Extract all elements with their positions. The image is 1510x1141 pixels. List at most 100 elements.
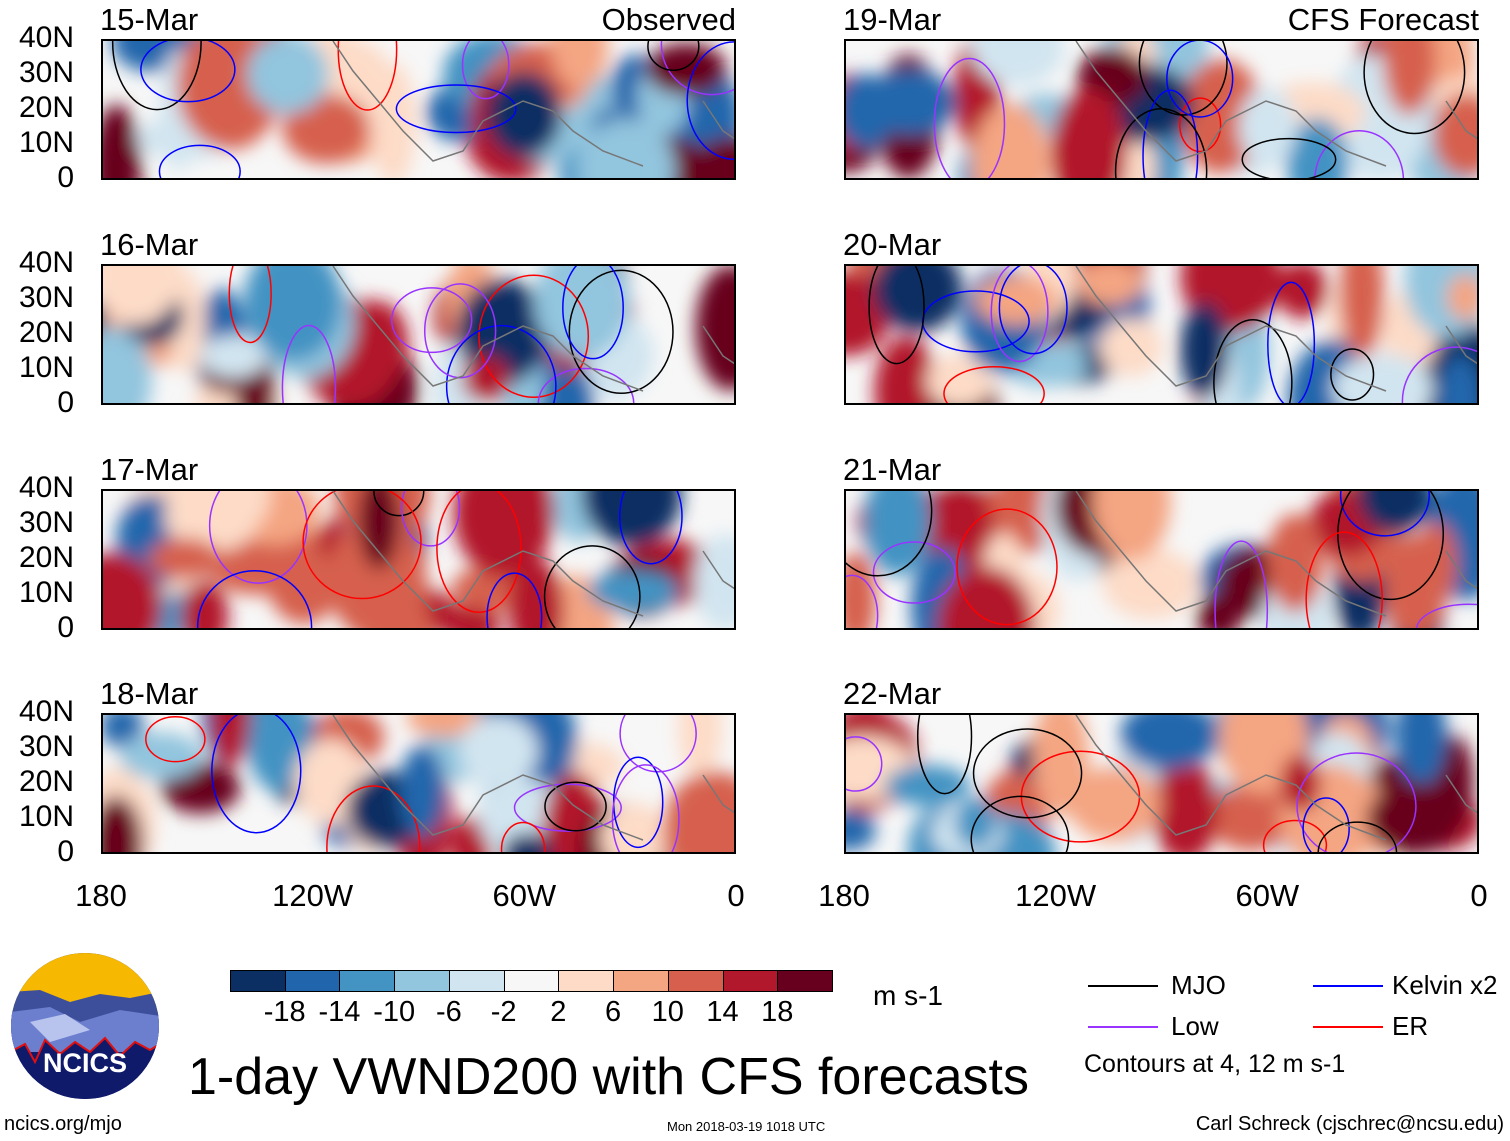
wind-anomaly-blob — [243, 266, 342, 361]
footer-url[interactable]: ncics.org/mjo — [4, 1113, 122, 1135]
filter-contour — [1142, 89, 1199, 178]
wind-anomaly-blob — [695, 266, 734, 391]
colorbar-label: -10 — [373, 996, 416, 1028]
y-tick-label: 10N — [18, 576, 74, 609]
filter-contour — [401, 491, 461, 547]
wind-anomaly-blob — [1238, 87, 1297, 166]
wind-anomaly-blob — [181, 580, 229, 628]
wind-anomaly-blob — [866, 69, 956, 136]
wind-anomaly-blob — [678, 715, 722, 780]
wind-anomaly-blob — [1120, 715, 1218, 770]
colorbar-label: -14 — [318, 996, 361, 1028]
wind-anomaly-blob — [688, 136, 734, 178]
x-tick-label: 120W — [272, 878, 354, 913]
footer-timestamp: Mon 2018-03-19 1018 UTC — [667, 1119, 826, 1134]
filter-contour — [686, 41, 734, 161]
filter-contour — [1166, 41, 1234, 118]
filter-contour — [846, 491, 933, 577]
wind-anomaly-blob — [508, 559, 564, 628]
panel-date: 18-Mar — [100, 676, 199, 711]
wind-anomaly-blob — [1339, 266, 1384, 359]
wind-anomaly-blob — [1438, 356, 1477, 403]
colorbar-swatch — [558, 970, 615, 992]
wind-anomaly-blob — [453, 491, 555, 579]
filter-contour — [395, 84, 517, 134]
filter-contour — [970, 795, 1070, 852]
wind-anomaly-blob — [581, 491, 682, 547]
filter-contour — [445, 324, 557, 403]
wind-anomaly-blob — [1446, 274, 1477, 321]
vwnd-field — [846, 491, 1477, 628]
units-label: m s-1 — [873, 980, 943, 1011]
wind-anomaly-blob — [970, 41, 1065, 86]
map-panel-16-mar — [101, 264, 736, 405]
y-tick-label: 30N — [18, 506, 74, 539]
filter-contour — [990, 266, 1049, 363]
wind-anomaly-blob — [937, 566, 1035, 628]
filter-contour — [537, 367, 635, 403]
colorbar-label: 10 — [651, 996, 684, 1028]
wind-anomaly-blob — [103, 326, 152, 403]
filter-contour — [611, 764, 680, 852]
wind-anomaly-blob — [459, 715, 539, 787]
wind-anomaly-blob — [551, 41, 609, 90]
figure-title: 1-day VWND200 with CFS forecasts — [188, 1048, 1029, 1106]
y-tick-label: 10N — [18, 800, 74, 833]
filter-contour — [619, 715, 697, 773]
coastline — [1075, 41, 1477, 167]
wind-anomaly-blob — [486, 71, 562, 158]
legend-label-mjo: MJO — [1171, 970, 1226, 1000]
filter-contour — [956, 508, 1058, 626]
filter-contour — [281, 324, 337, 403]
filter-contour — [972, 728, 1083, 819]
colorbar-label: -6 — [436, 996, 462, 1028]
filter-contour — [1267, 281, 1316, 403]
legend-line-mjo — [1088, 985, 1158, 987]
filter-contour — [1401, 346, 1477, 403]
y-tick-label: 40N — [18, 246, 74, 279]
wind-anomaly-blob — [645, 43, 727, 96]
colorbar-swatch — [503, 970, 560, 992]
vwnd-field — [103, 491, 734, 628]
filter-contour — [1305, 531, 1383, 628]
wind-anomaly-blob — [1280, 754, 1321, 812]
filter-contour — [846, 736, 883, 792]
wind-anomaly-blob — [164, 491, 260, 553]
map-panel-22-mar — [844, 713, 1479, 854]
wind-anomaly-blob — [663, 771, 734, 852]
wind-anomaly-blob — [148, 537, 221, 580]
ncics-logo: NCICS — [10, 952, 160, 1100]
column-label: Observed — [601, 2, 736, 37]
vwnd-field — [103, 266, 734, 403]
coastline — [332, 715, 734, 841]
coastline — [332, 41, 734, 167]
coastline — [332, 491, 734, 617]
filter-contour — [228, 266, 272, 344]
wind-anomaly-blob — [1051, 87, 1127, 178]
y-tick-label: 10N — [18, 126, 74, 159]
colorbar-label: 18 — [761, 996, 794, 1028]
vwnd-field — [103, 715, 734, 852]
contour-note: Contours at 4, 12 m s-1 — [1084, 1050, 1346, 1078]
wind-anomaly-blob — [884, 765, 971, 806]
x-tick-label: 0 — [1470, 878, 1488, 913]
filter-contour — [1317, 821, 1398, 852]
wind-anomaly-blob — [103, 552, 162, 628]
vwnd-field — [103, 41, 734, 178]
y-tick-label: 20N — [18, 316, 74, 349]
vwnd-field — [846, 715, 1477, 852]
colorbar-label: 14 — [706, 996, 739, 1028]
wind-anomaly-blob — [1267, 513, 1324, 613]
filter-contour — [619, 491, 683, 565]
filter-contour — [660, 41, 734, 96]
y-tick-label: 30N — [18, 56, 74, 89]
panel-date: 15-Mar — [100, 2, 199, 37]
filter-contour — [158, 144, 241, 178]
coastline — [1075, 266, 1477, 392]
panel-date: 20-Mar — [843, 227, 942, 262]
wind-anomaly-blob — [693, 534, 734, 628]
y-tick-label: 10N — [18, 351, 74, 384]
y-tick-label: 40N — [18, 21, 74, 54]
wind-anomaly-blob — [358, 491, 400, 570]
filter-contour — [436, 491, 522, 614]
